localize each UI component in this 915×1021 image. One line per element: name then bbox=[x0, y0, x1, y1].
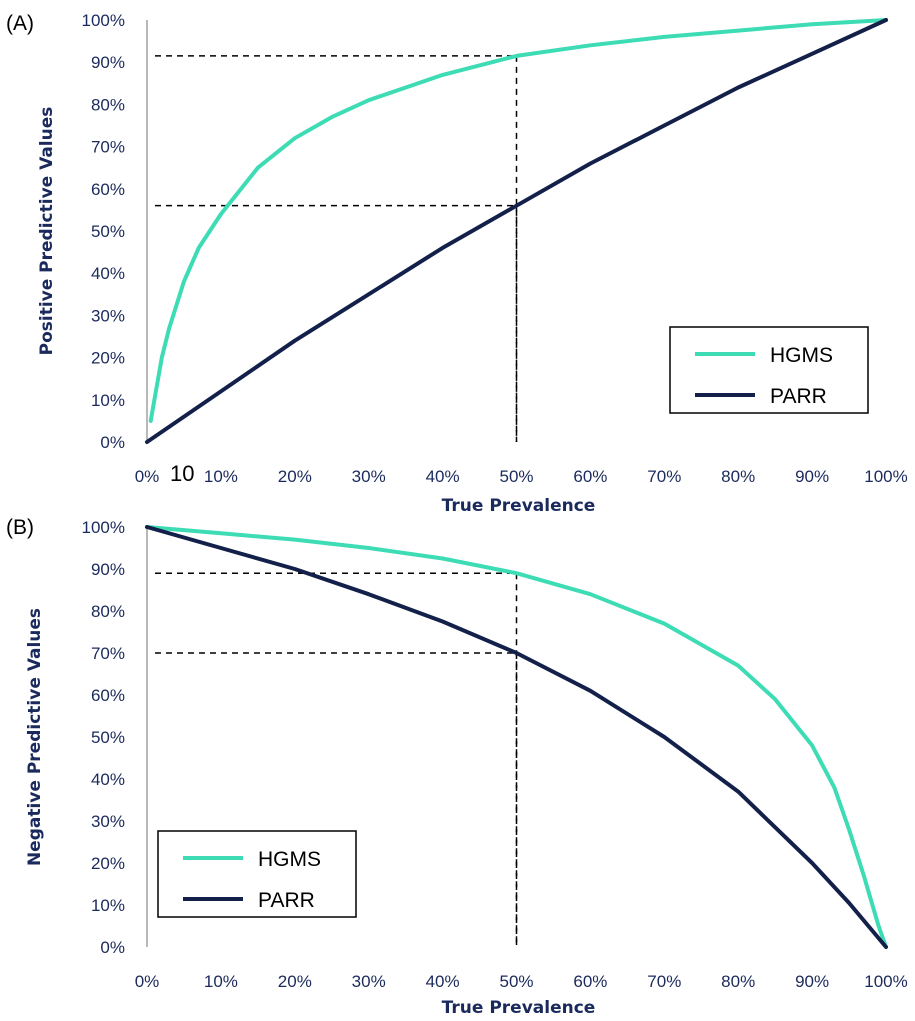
y-tick-label: 0% bbox=[100, 433, 125, 452]
x-tick-label: 100% bbox=[864, 972, 907, 991]
y-tick-label: 100% bbox=[82, 11, 125, 30]
x-tick-label: 80% bbox=[721, 467, 755, 486]
y-tick-label: 60% bbox=[91, 180, 125, 199]
x-tick-label: 60% bbox=[573, 467, 607, 486]
x-tick-label: 60% bbox=[573, 972, 607, 991]
x-tick-label: 20% bbox=[278, 972, 312, 991]
y-tick-label: 90% bbox=[91, 53, 125, 72]
legend-label-parr: PARR bbox=[770, 385, 827, 408]
y-tick-label: 70% bbox=[91, 138, 125, 157]
x-tick-label: 10% bbox=[204, 467, 238, 486]
x-tick-label: 70% bbox=[647, 467, 681, 486]
x-tick-label: 10% bbox=[204, 972, 238, 991]
y-tick-label: 80% bbox=[91, 95, 125, 114]
x-tick-label: 90% bbox=[795, 972, 829, 991]
y-axis-title: Positive Predictive Values bbox=[37, 107, 57, 356]
panel-label: (A) bbox=[6, 12, 34, 35]
y-tick-label: 50% bbox=[91, 222, 125, 241]
chart-panel-b: (B) 0% 10% 20% 30% 40% 50% 60% 70% 80% 90% 100% 0% 10… bbox=[6, 516, 908, 1018]
y-tick-label: 80% bbox=[91, 602, 125, 621]
x-tick-label: 40% bbox=[426, 972, 460, 991]
y-tick-label: 70% bbox=[91, 644, 125, 663]
x-axis-title: True Prevalence bbox=[442, 496, 596, 516]
y-tick-label: 40% bbox=[91, 264, 125, 283]
y-tick-label: 10% bbox=[91, 391, 125, 410]
panel-label: (B) bbox=[6, 516, 34, 539]
x-tick-label: 20% bbox=[278, 467, 312, 486]
y-axis-title: Negative Predictive Values bbox=[25, 608, 45, 866]
x-tick-label: 0% bbox=[135, 467, 160, 486]
series-line-hgms bbox=[145, 525, 888, 949]
series-line-parr bbox=[145, 18, 888, 444]
y-tick-label: 20% bbox=[91, 349, 125, 368]
x-tick-label: 50% bbox=[499, 972, 533, 991]
legend-label-hgms: HGMS bbox=[770, 344, 833, 367]
x-tick-label: 50% bbox=[499, 467, 533, 486]
x-tick-label: 100% bbox=[864, 467, 907, 486]
chart-panel-a: (A) 0% 10% 20% 30% 40% 50% 60% 70% 80% 90% 100% 0% 10… bbox=[6, 11, 908, 516]
x-tick-label: 70% bbox=[647, 972, 681, 991]
y-tick-label: 30% bbox=[91, 812, 125, 831]
y-tick-label: 40% bbox=[91, 770, 125, 789]
stray-label: 10 bbox=[170, 461, 194, 486]
y-tick-label: 100% bbox=[82, 518, 125, 537]
y-tick-label: 90% bbox=[91, 560, 125, 579]
x-tick-label: 0% bbox=[135, 972, 160, 991]
x-tick-label: 40% bbox=[426, 467, 460, 486]
x-tick-label: 30% bbox=[352, 467, 386, 486]
legend-box bbox=[157, 830, 357, 918]
y-tick-label: 50% bbox=[91, 728, 125, 747]
legend-label-parr: PARR bbox=[258, 889, 315, 912]
x-tick-label: 90% bbox=[795, 467, 829, 486]
y-tick-label: 10% bbox=[91, 896, 125, 915]
y-tick-label: 0% bbox=[100, 938, 125, 957]
series-line-parr bbox=[145, 525, 888, 949]
series-line-hgms bbox=[148, 18, 888, 423]
legend-box bbox=[669, 326, 869, 414]
y-tick-label: 60% bbox=[91, 686, 125, 705]
x-axis-title: True Prevalence bbox=[442, 998, 596, 1018]
legend-label-hgms: HGMS bbox=[258, 848, 321, 871]
y-tick-label: 20% bbox=[91, 854, 125, 873]
y-tick-label: 30% bbox=[91, 306, 125, 325]
x-tick-label: 80% bbox=[721, 972, 755, 991]
x-tick-label: 30% bbox=[352, 972, 386, 991]
